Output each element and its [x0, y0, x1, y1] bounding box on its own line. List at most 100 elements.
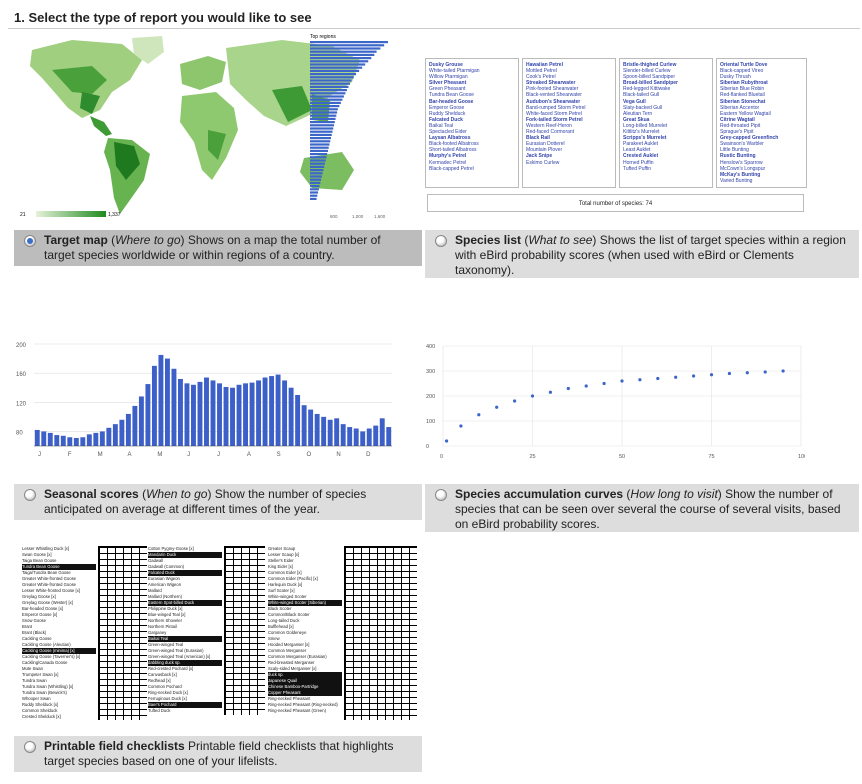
species-item[interactable]: Tufted Puffin — [623, 165, 652, 172]
species-item[interactable]: Swainson's Warbler — [720, 141, 764, 148]
species-item[interactable]: Black Rail — [526, 135, 550, 142]
option-accumulation-curves[interactable]: Species accumulation curves (How long to… — [425, 484, 859, 532]
species-item[interactable]: Broad-billed Sandpiper — [623, 80, 679, 87]
checklist-row: Baer's Pochard — [148, 702, 222, 708]
species-item[interactable]: Laysan Albatross — [429, 135, 471, 142]
species-item[interactable]: Murphy's Petrel — [429, 153, 467, 160]
species-item[interactable]: Citrine Wagtail — [720, 116, 755, 123]
species-item[interactable]: Red-throated Pipit — [720, 122, 761, 129]
species-item[interactable]: Siberian Accentor — [720, 104, 760, 111]
species-item[interactable]: Black-vented Shearwater — [526, 92, 582, 99]
species-item[interactable]: Red-flanked Bluetail — [720, 92, 765, 99]
option-seasonal-scores[interactable]: Seasonal scores (When to go) Show the nu… — [14, 484, 422, 520]
species-item[interactable]: Parakeet Auklet — [623, 141, 659, 148]
species-item[interactable]: Vega Gull — [623, 98, 646, 105]
species-item[interactable]: Eastern Yellow Wagtail — [720, 110, 771, 117]
species-item[interactable]: Black-capped Petrel — [429, 165, 474, 172]
species-item[interactable]: Black-footed Albatross — [429, 141, 479, 148]
species-item[interactable]: Siberian Rubythroat — [720, 80, 768, 87]
species-item[interactable]: Ruddy Shelduck — [429, 110, 466, 117]
species-item[interactable]: Streaked Shearwater — [526, 80, 576, 87]
species-item[interactable]: Emperor Goose — [429, 104, 465, 111]
species-item[interactable]: Aleutian Tern — [623, 110, 653, 117]
radio-button[interactable] — [24, 489, 36, 501]
species-item[interactable]: Mottled Petrel — [526, 68, 557, 75]
species-item[interactable]: Red-faced Cormorant — [526, 129, 575, 136]
species-item[interactable]: Dusky Grouse — [429, 62, 463, 68]
species-item[interactable]: Slender-billed Curlew — [623, 68, 671, 75]
species-item[interactable]: Kermadec Petrel — [429, 159, 467, 166]
species-item[interactable]: Sprague's Pipit — [720, 129, 754, 136]
species-item[interactable]: White-faced Storm Petrel — [526, 110, 582, 117]
species-item[interactable]: Little Bunting — [720, 147, 749, 154]
species-item[interactable]: Siberian Stonechat — [720, 98, 766, 105]
species-item[interactable]: Scripps's Murrelet — [623, 135, 667, 142]
species-item[interactable]: Oriental Turtle Dove — [720, 62, 768, 68]
species-item[interactable]: Rustic Bunting — [720, 153, 756, 160]
checklist-row: Greater White-fronted Goose — [22, 582, 76, 587]
species-item[interactable]: Baikal Teal — [429, 122, 454, 129]
species-item[interactable]: Varied Bunting — [720, 177, 753, 184]
species-item[interactable]: Bar-headed Goose — [429, 98, 474, 105]
checklist-row: Whooper Swan — [22, 696, 51, 701]
species-item[interactable]: Horned Puffin — [623, 159, 654, 166]
option-target-map[interactable]: Target map (Where to go) Shows on a map … — [14, 230, 422, 266]
species-item[interactable]: Hawaiian Petrel — [526, 62, 563, 68]
species-item[interactable]: Cook's Petrel — [526, 74, 556, 81]
species-item[interactable]: Black-capped Vireo — [720, 68, 764, 75]
species-item[interactable]: Tundra Bean Goose — [429, 92, 474, 99]
species-item[interactable]: Eskimo Curlew — [526, 159, 560, 166]
species-item[interactable]: Western Reef-Heron — [526, 122, 572, 129]
species-item[interactable]: Grey-capped Greenfinch — [720, 135, 779, 142]
seasonal-bar — [282, 380, 288, 446]
radio-button[interactable] — [435, 235, 447, 247]
species-item[interactable]: Green Pheasant — [429, 86, 466, 93]
radio-button[interactable] — [24, 235, 36, 247]
option-species-list[interactable]: Species list (What to see) Shows the lis… — [425, 230, 859, 278]
y-tick-label: 100 — [426, 419, 435, 425]
species-item[interactable]: Kittlitz's Murrelet — [623, 129, 660, 136]
species-item[interactable]: Eurasian Dotterel — [526, 141, 565, 148]
species-item[interactable]: Long-billed Murrelet — [623, 122, 668, 129]
species-item[interactable]: Great Skua — [623, 116, 650, 123]
species-item[interactable]: White-tailed Ptarmigan — [429, 68, 480, 75]
species-item[interactable]: Band-rumped Storm Petrel — [526, 104, 586, 111]
species-item[interactable]: McCown's Longspur — [720, 165, 766, 172]
total-species: Total number of species: 74 — [427, 194, 804, 212]
species-item[interactable]: Fork-tailed Storm Petrel — [526, 116, 583, 123]
species-item[interactable]: Jack Snipe — [526, 153, 553, 160]
species-item[interactable]: Spoon-billed Sandpiper — [623, 74, 675, 81]
species-item[interactable]: Bristle-thighed Curlew — [623, 62, 677, 68]
radio-button[interactable] — [24, 741, 36, 753]
species-list-thumbnail[interactable]: Dusky Grouse White-tailed Ptarmigan Willow… — [425, 58, 807, 192]
species-item[interactable]: Siberian Blue Robin — [720, 86, 765, 93]
checklist-row: Tufted Duck — [148, 708, 171, 713]
region-bar — [310, 53, 375, 56]
species-item[interactable]: Spectacled Eider — [429, 129, 467, 136]
species-item[interactable]: Pink-footed Shearwater — [526, 86, 579, 93]
species-item[interactable]: Least Auklet — [623, 147, 651, 154]
species-item[interactable]: Mountain Plover — [526, 147, 563, 154]
species-item[interactable]: Crested Auklet — [623, 153, 659, 160]
species-item[interactable]: Audubon's Shearwater — [526, 98, 581, 105]
species-item[interactable]: Silver Pheasant — [429, 80, 467, 87]
species-item[interactable]: McKay's Bunting — [720, 171, 761, 178]
species-item[interactable]: Willow Ptarmigan — [429, 74, 468, 81]
species-item[interactable]: Slaty-backed Gull — [623, 104, 663, 111]
radio-button[interactable] — [435, 489, 447, 501]
checklist-row: Lesser White-fronted Goose [x] — [22, 588, 80, 593]
species-item[interactable]: Dusky Thrush — [720, 74, 751, 81]
checklist-row: Common/Black Scoter — [268, 612, 310, 617]
species-item[interactable]: Short-tailed Albatross — [429, 147, 477, 154]
seasonal-chart[interactable]: 200 160 120 80 J F M A M J J A S O N D — [12, 336, 408, 464]
checklist-row: Lesser Whistling Duck [x] — [22, 546, 70, 551]
checklist-column: Lesser Whistling Duck [x] Swan Goose [x] T… — [22, 546, 96, 720]
target-map-thumbnail[interactable]: 21 1,337 Top regions 800 1,000 1,600 — [12, 30, 412, 226]
option-printable-checklists[interactable]: Printable field checklists Printable fie… — [14, 736, 422, 772]
checklist-thumbnail[interactable]: Lesser Whistling Duck [x] Swan Goose [x] T… — [22, 546, 418, 720]
species-item[interactable]: Falcated Duck — [429, 116, 463, 123]
accumulation-chart[interactable]: 400 300 200 100 0 0 25 50 75 100 — [425, 338, 807, 466]
species-item[interactable]: Red-legged Kittiwake — [623, 86, 671, 93]
species-item[interactable]: Henslow's Sparrow — [720, 159, 763, 166]
species-item[interactable]: Black-tailed Gull — [623, 92, 660, 99]
